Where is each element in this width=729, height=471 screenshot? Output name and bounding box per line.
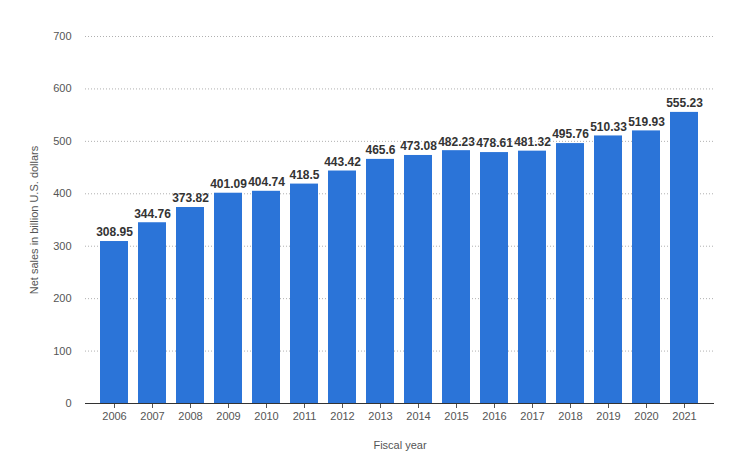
svg-text:495.76: 495.76: [552, 127, 589, 141]
svg-text:401.09: 401.09: [210, 177, 247, 191]
svg-text:2012: 2012: [330, 410, 354, 422]
svg-text:555.23: 555.23: [666, 96, 703, 110]
svg-text:2015: 2015: [444, 410, 468, 422]
svg-text:473.08: 473.08: [400, 139, 437, 153]
svg-text:600: 600: [53, 82, 71, 94]
svg-text:2020: 2020: [634, 410, 658, 422]
svg-text:308.95: 308.95: [96, 225, 133, 239]
svg-text:2021: 2021: [672, 410, 696, 422]
svg-text:2006: 2006: [102, 410, 126, 422]
svg-text:500: 500: [53, 135, 71, 147]
svg-text:200: 200: [53, 292, 71, 304]
svg-text:2017: 2017: [520, 410, 544, 422]
svg-text:478.61: 478.61: [476, 136, 513, 150]
svg-text:404.74: 404.74: [248, 175, 285, 189]
svg-text:0: 0: [65, 397, 71, 409]
svg-text:2009: 2009: [216, 410, 240, 422]
svg-text:344.76: 344.76: [134, 207, 171, 221]
svg-text:418.5: 418.5: [289, 168, 319, 182]
svg-text:373.82: 373.82: [172, 191, 209, 205]
svg-text:481.32: 481.32: [514, 135, 551, 149]
svg-text:Fiscal year: Fiscal year: [373, 439, 427, 451]
svg-text:465.6: 465.6: [365, 143, 395, 157]
svg-text:510.33: 510.33: [590, 120, 627, 134]
svg-text:2007: 2007: [140, 410, 164, 422]
svg-text:2019: 2019: [596, 410, 620, 422]
svg-text:2011: 2011: [293, 410, 317, 422]
svg-text:100: 100: [53, 345, 71, 357]
svg-text:519.93: 519.93: [628, 115, 665, 129]
svg-text:400: 400: [53, 187, 71, 199]
svg-text:2014: 2014: [406, 410, 430, 422]
svg-text:2010: 2010: [254, 410, 278, 422]
svg-text:2016: 2016: [482, 410, 506, 422]
svg-text:Net sales in billion U.S. doll: Net sales in billion U.S. dollars: [28, 145, 40, 294]
svg-text:700: 700: [53, 30, 71, 42]
svg-text:2018: 2018: [558, 410, 582, 422]
svg-text:2013: 2013: [368, 410, 392, 422]
svg-text:443.42: 443.42: [324, 155, 361, 169]
svg-text:300: 300: [53, 240, 71, 252]
svg-text:2008: 2008: [178, 410, 202, 422]
svg-text:482.23: 482.23: [438, 135, 475, 149]
